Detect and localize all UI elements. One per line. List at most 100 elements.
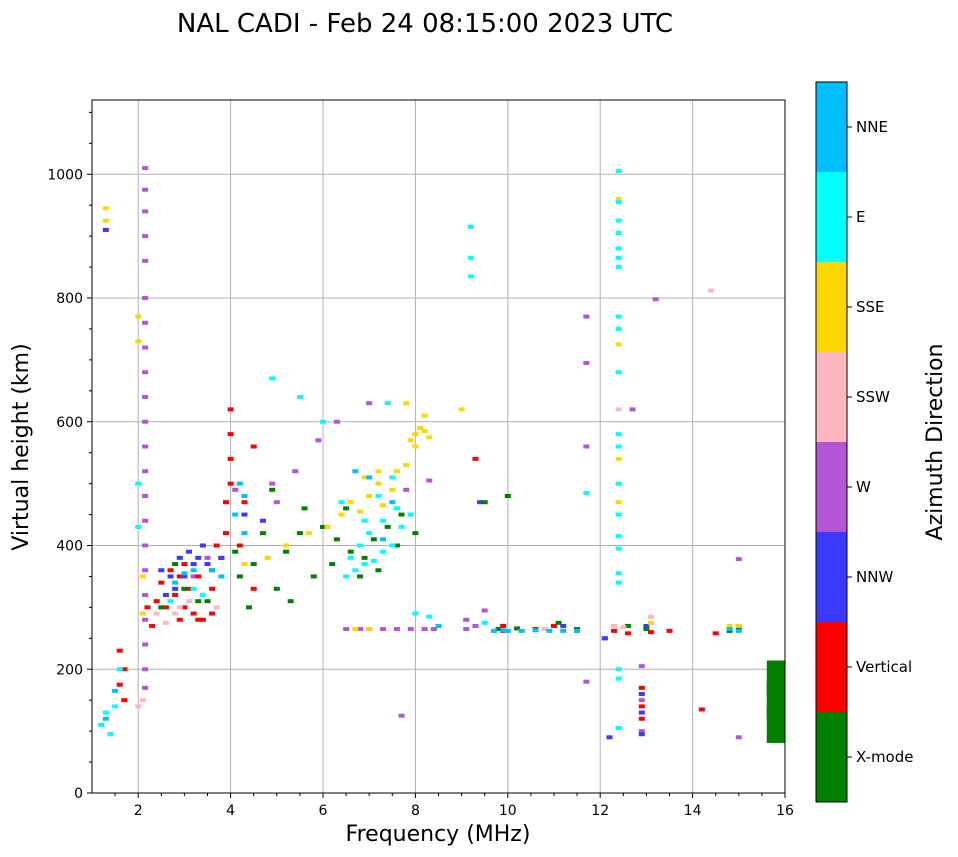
point-nne <box>532 628 539 633</box>
x-tick-label: 14 <box>684 803 702 819</box>
point-e <box>615 169 622 174</box>
point-w <box>393 627 400 632</box>
point-w <box>292 469 299 474</box>
point-xmode <box>356 574 363 579</box>
point-nne <box>574 628 581 633</box>
point-vertical <box>213 543 220 548</box>
point-vertical <box>116 682 123 687</box>
point-nne <box>112 688 119 693</box>
point-sse <box>375 481 382 486</box>
point-vertical <box>638 685 645 690</box>
point-xmode <box>343 506 350 511</box>
point-e <box>615 200 622 205</box>
point-vertical <box>222 531 229 536</box>
point-e <box>338 500 345 505</box>
point-vertical <box>712 631 719 636</box>
point-nnw <box>195 555 202 560</box>
point-e <box>375 494 382 498</box>
point-nne <box>500 628 507 633</box>
point-sse <box>389 487 396 492</box>
point-w <box>269 481 276 486</box>
point-e <box>112 704 119 709</box>
point-xmode <box>393 543 400 548</box>
point-vertical <box>121 698 128 703</box>
point-e <box>116 667 123 672</box>
point-sse <box>615 197 622 201</box>
point-sse <box>135 339 142 344</box>
point-w <box>142 345 149 350</box>
point-nne <box>560 628 567 633</box>
point-vertical <box>236 543 243 548</box>
point-nnw <box>638 692 645 696</box>
point-xmode <box>766 660 785 697</box>
point-vertical <box>222 500 229 505</box>
point-w <box>142 234 149 239</box>
y-axis-label: Virtual height (km) <box>9 343 34 550</box>
point-e <box>615 444 622 449</box>
point-e <box>615 326 622 331</box>
point-nne <box>102 716 109 721</box>
point-e <box>426 614 433 619</box>
point-sse <box>356 509 363 514</box>
point-w <box>638 729 645 734</box>
point-sse <box>241 562 248 567</box>
colorbar-category-label: NNE <box>856 118 888 136</box>
point-w <box>583 444 590 449</box>
point-e <box>398 524 405 529</box>
point-sse <box>102 206 109 211</box>
point-xmode <box>269 487 276 492</box>
point-e <box>615 255 622 260</box>
point-e <box>167 599 174 604</box>
point-xmode <box>158 605 165 610</box>
point-w <box>366 401 373 406</box>
point-nnw <box>167 574 174 579</box>
colorbar-swatch <box>816 622 847 712</box>
point-vertical <box>241 500 248 505</box>
x-axis-label: Frequency (MHz) <box>346 822 531 847</box>
point-vertical <box>209 611 216 616</box>
point-w <box>142 187 149 192</box>
point-xmode <box>398 512 405 517</box>
point-nnw <box>204 562 211 567</box>
point-w <box>142 568 149 573</box>
point-vertical <box>176 617 183 622</box>
point-nne <box>366 475 373 480</box>
point-ssw <box>135 704 142 709</box>
point-sse <box>306 531 313 536</box>
point-e <box>380 518 387 523</box>
point-e <box>361 518 368 523</box>
point-ssw <box>541 627 548 632</box>
point-nne <box>232 512 239 517</box>
point-xmode <box>333 537 340 542</box>
x-tick-label: 2 <box>134 803 143 819</box>
point-w <box>142 209 149 214</box>
point-vertical <box>698 707 705 712</box>
colorbar-frame <box>815 81 848 803</box>
point-xmode <box>301 506 308 511</box>
point-nnw <box>176 555 183 560</box>
point-w <box>142 444 149 449</box>
point-w <box>142 296 149 300</box>
point-e <box>98 722 105 727</box>
point-vertical <box>172 593 179 597</box>
point-sse <box>393 469 400 474</box>
x-tick-label: 10 <box>499 803 517 819</box>
point-w <box>142 494 149 498</box>
point-w <box>463 617 470 622</box>
point-nne <box>190 568 197 573</box>
point-vertical <box>611 628 618 633</box>
point-sse <box>361 475 368 480</box>
colorbar-swatch <box>816 352 847 442</box>
point-vertical <box>153 599 160 604</box>
point-nne <box>181 571 188 576</box>
point-w <box>190 574 197 579</box>
point-w <box>333 419 340 424</box>
colorbar-category-label: W <box>856 478 871 496</box>
point-vertical <box>250 444 257 449</box>
point-xmode <box>329 562 336 567</box>
point-e <box>352 568 359 573</box>
point-vertical <box>227 481 234 486</box>
point-w <box>142 370 149 375</box>
x-tick-label: 12 <box>591 803 609 819</box>
point-nnw <box>477 500 484 505</box>
